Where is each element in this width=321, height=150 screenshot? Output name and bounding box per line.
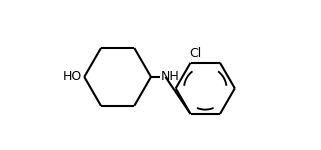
Text: NH: NH [161,70,180,83]
Text: Cl: Cl [190,48,202,60]
Text: HO: HO [63,70,82,83]
